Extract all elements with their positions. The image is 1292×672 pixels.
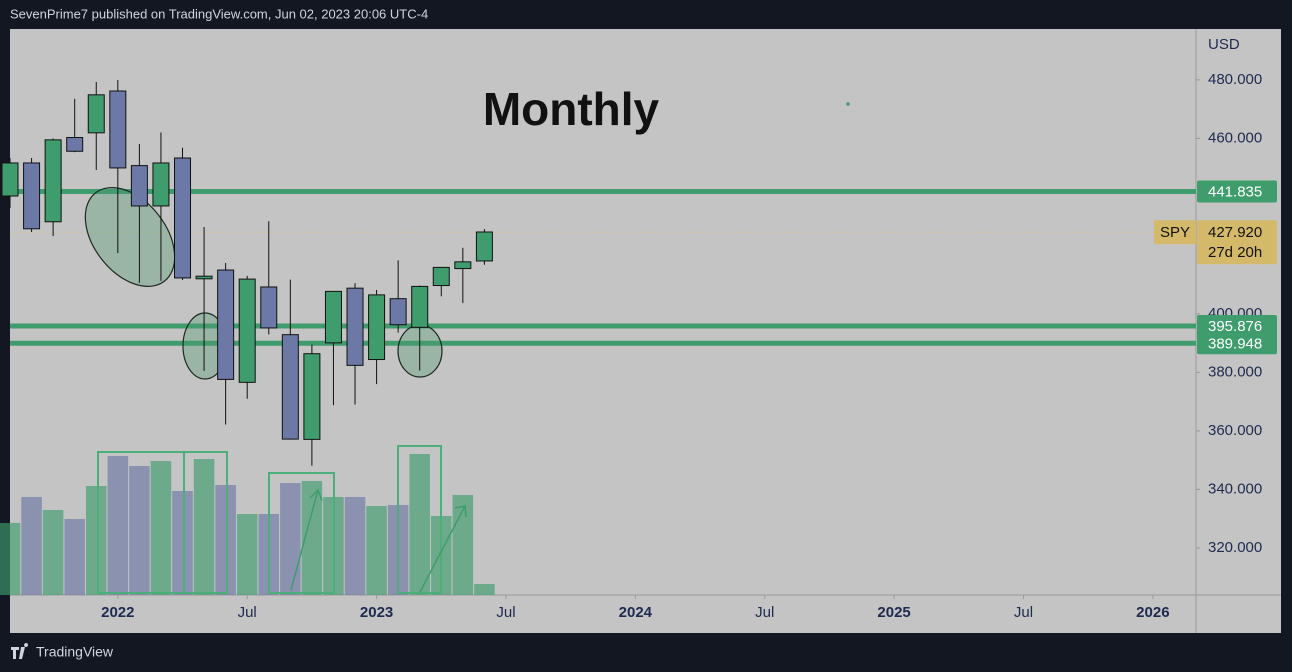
x-tick-label: Jul	[496, 604, 515, 621]
candle-body	[174, 157, 192, 279]
candle-body	[368, 294, 386, 361]
candle-body	[1, 162, 19, 197]
volume-bar	[280, 483, 301, 595]
rectangle-drawing	[183, 451, 228, 594]
candle-body	[324, 290, 342, 344]
candle-body	[66, 137, 84, 152]
x-tick-label: 2022	[101, 604, 134, 621]
candle-body	[87, 94, 105, 134]
candle-body	[281, 334, 299, 440]
arrow-drawing	[419, 505, 467, 593]
volume-bar	[236, 514, 258, 595]
y-tick-label: 360.000	[1208, 422, 1262, 439]
volume-bar	[21, 497, 42, 595]
candle-body	[23, 162, 41, 230]
candle-body	[238, 278, 256, 383]
header-text: SevenPrime7 published on TradingView.com…	[10, 6, 428, 21]
price-label-box	[1197, 180, 1277, 203]
candle-body	[432, 266, 450, 287]
volume-bar	[193, 459, 215, 595]
candle-body	[303, 353, 321, 440]
volume-bar	[301, 481, 323, 595]
volume-bar	[474, 584, 495, 595]
x-tick-label: 2023	[360, 604, 393, 621]
x-tick-label: 2024	[619, 604, 653, 621]
arrow-drawing	[290, 488, 323, 591]
footer-text: TradingView	[36, 644, 114, 660]
candle-body	[475, 231, 493, 262]
symbol-label-box	[1154, 220, 1196, 245]
y-tick-label: 460.000	[1208, 129, 1262, 146]
rectangle-drawing	[268, 472, 335, 594]
x-tick-label: Jul	[238, 604, 257, 621]
candle-body	[152, 162, 170, 207]
ellipse-drawing	[84, 187, 176, 287]
candle-body	[130, 165, 148, 207]
price-label-box	[1197, 332, 1277, 355]
currency-label: USD	[1208, 36, 1240, 53]
volume-bar	[85, 486, 107, 595]
candle-layer	[1, 79, 493, 466]
grid-layer	[10, 79, 1200, 599]
last-price-label: 427.920	[1208, 224, 1262, 241]
price-label: 395.876	[1208, 318, 1262, 335]
y-tick-label: 480.000	[1208, 71, 1262, 88]
candle-body	[411, 285, 429, 328]
price-label: 441.835	[1208, 183, 1262, 200]
countdown-label: 27d 20h	[1208, 244, 1262, 261]
y-tick-label: 380.000	[1208, 363, 1262, 380]
y-tick-label: 320.000	[1208, 539, 1262, 556]
candle-body	[389, 298, 407, 326]
price-label-box	[1197, 314, 1277, 337]
x-tick-label: Jul	[755, 604, 774, 621]
candle-body	[195, 275, 213, 280]
candle-body	[109, 90, 127, 169]
dot-drawing	[846, 102, 850, 106]
footer-logo: TradingView	[11, 643, 114, 660]
x-tick-label: 2025	[877, 604, 910, 621]
overlay-layer: 320.000340.000360.000380.000400.000460.0…	[101, 71, 1277, 621]
x-tick-label: Jul	[1014, 604, 1033, 621]
volume-bar	[366, 506, 387, 595]
volume-bar	[150, 461, 172, 595]
y-tick-label: 340.000	[1208, 480, 1262, 497]
x-tick-label: 2026	[1136, 604, 1169, 621]
candle-body	[44, 139, 62, 223]
volume-bar	[107, 456, 129, 595]
candle-body	[454, 261, 472, 270]
candle-body	[346, 287, 364, 366]
chart-title: Monthly	[483, 83, 660, 135]
last-price-box	[1197, 220, 1277, 265]
volume-bar	[64, 519, 85, 595]
candle-body	[217, 269, 235, 380]
candle-body	[260, 286, 278, 329]
price-label: 389.948	[1208, 335, 1262, 352]
volume-bar	[409, 454, 430, 595]
symbol-label: SPY	[1160, 224, 1190, 241]
volume-layer	[0, 454, 495, 595]
volume-bar	[0, 523, 21, 595]
volume-bar	[172, 491, 193, 595]
volume-bar	[42, 510, 64, 595]
logo-icon	[11, 643, 29, 659]
volume-bar	[344, 497, 366, 595]
rectangle-drawing	[397, 445, 442, 594]
volume-bar	[215, 485, 236, 595]
volume-bar	[129, 466, 150, 595]
